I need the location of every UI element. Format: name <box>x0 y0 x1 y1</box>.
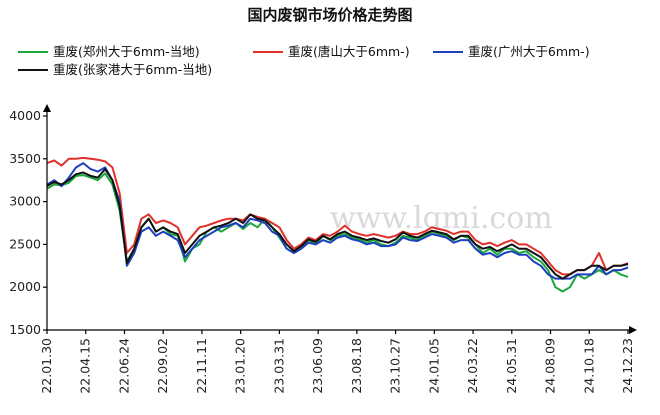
series-line-4 <box>46 168 629 280</box>
x-tick-label-9: 23.08.18 <box>349 338 364 394</box>
x-tick-label-15: 24.10.18 <box>581 338 596 394</box>
legend-label-3: 重废(广州大于6mm-) <box>468 44 590 59</box>
x-tick-label-12: 24.03.22 <box>465 338 480 394</box>
x-tick-label-8: 23.06.09 <box>310 338 325 394</box>
legend-label-2: 重废(唐山大于6mm-) <box>288 44 410 59</box>
x-tick-label-3: 22.06.24 <box>116 338 131 394</box>
x-tick-label-6: 23.01.20 <box>233 338 248 394</box>
x-tick-label-7: 23.03.31 <box>271 338 286 394</box>
x-tick-label-5: 22.11.11 <box>194 338 209 394</box>
x-tick-label-13: 24.05.31 <box>504 338 519 394</box>
x-tick-label-10: 23.10.27 <box>388 338 403 394</box>
watermark: www.lgmi.com <box>330 201 553 236</box>
x-tick-label-4: 22.09.02 <box>155 338 170 394</box>
y-tick-label-2: 2000 <box>9 279 41 294</box>
series-line-3 <box>46 162 629 280</box>
y-tick-label-1: 1500 <box>9 322 41 337</box>
x-tick-label-14: 24.08.09 <box>543 338 558 394</box>
x-tick-label-1: 22.01.30 <box>39 338 54 394</box>
plot-area <box>46 156 629 293</box>
y-tick-label-5: 3500 <box>9 151 41 166</box>
y-tick-label-6: 4000 <box>9 108 41 123</box>
legend-label-1: 重废(郑州大于6mm-当地) <box>53 44 200 59</box>
y-tick-label-4: 3000 <box>9 194 41 209</box>
series-line-2 <box>46 156 629 276</box>
legend: 重废(郑州大于6mm-当地) 重废(唐山大于6mm-) 重废(广州大于6mm-) 重废… <box>18 44 590 77</box>
axes: 1500 2000 2500 3000 3500 4000 22.01.30 22.04.15… <box>9 104 637 394</box>
chart-title: 国内废钢市场价格走势图 <box>247 6 412 24</box>
y-tick-label-3: 2500 <box>9 236 41 251</box>
x-tick-label-11: 24.01.05 <box>426 338 441 394</box>
legend-label-4: 重废(张家港大于6mm-当地) <box>53 62 212 77</box>
x-tick-label-2: 22.04.15 <box>78 338 93 394</box>
y-axis-arrow <box>43 104 51 112</box>
x-axis-arrow <box>629 326 637 334</box>
x-tick-label-16: 24.12.23 <box>620 338 635 394</box>
